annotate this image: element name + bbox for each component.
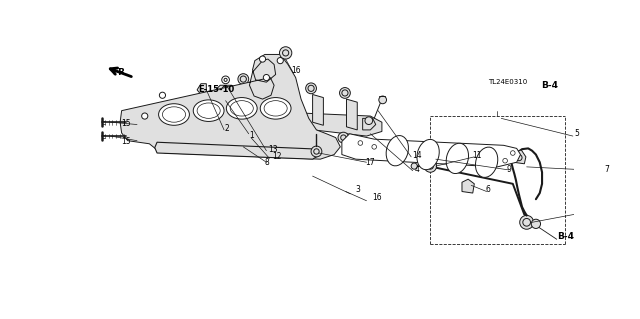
Circle shape (159, 92, 166, 98)
Text: 16: 16 (372, 193, 382, 202)
Polygon shape (342, 134, 520, 167)
Circle shape (277, 57, 284, 64)
Circle shape (520, 215, 534, 229)
Circle shape (272, 78, 283, 89)
Circle shape (280, 47, 292, 59)
Text: 6: 6 (486, 185, 491, 195)
Ellipse shape (260, 98, 291, 119)
Polygon shape (232, 103, 382, 136)
Circle shape (263, 74, 269, 81)
Text: 15: 15 (122, 119, 131, 128)
Ellipse shape (227, 98, 257, 119)
Circle shape (259, 56, 266, 62)
Text: B-4: B-4 (541, 81, 558, 90)
Polygon shape (312, 94, 323, 125)
Circle shape (503, 159, 508, 163)
Text: 15: 15 (122, 137, 131, 146)
Text: 7: 7 (604, 166, 609, 174)
Circle shape (424, 160, 436, 172)
Text: B-4: B-4 (557, 232, 573, 241)
Text: 5: 5 (575, 129, 579, 138)
Circle shape (379, 96, 387, 104)
Text: 16: 16 (291, 66, 301, 75)
Text: 12: 12 (273, 152, 282, 161)
Circle shape (238, 74, 249, 85)
Text: 14: 14 (413, 151, 422, 160)
Ellipse shape (446, 143, 468, 174)
Polygon shape (212, 85, 236, 115)
Text: 9: 9 (507, 166, 511, 174)
Text: TL24E0310: TL24E0310 (488, 79, 527, 85)
Circle shape (338, 132, 349, 143)
Circle shape (365, 117, 372, 124)
Text: 4: 4 (414, 166, 419, 174)
Text: E-15-10: E-15-10 (198, 85, 235, 94)
Polygon shape (513, 150, 526, 164)
Polygon shape (363, 118, 376, 130)
Text: FR.: FR. (113, 68, 129, 77)
Circle shape (306, 83, 316, 94)
Polygon shape (197, 84, 206, 94)
Polygon shape (462, 179, 474, 193)
Circle shape (411, 163, 417, 169)
Ellipse shape (476, 147, 498, 177)
Text: 2: 2 (224, 124, 229, 133)
Text: 8: 8 (265, 158, 269, 167)
Circle shape (340, 87, 350, 98)
Circle shape (314, 149, 319, 154)
Text: 13: 13 (268, 145, 278, 154)
Circle shape (358, 141, 363, 145)
Circle shape (372, 145, 376, 149)
Circle shape (511, 151, 515, 155)
Polygon shape (296, 131, 312, 144)
Polygon shape (120, 55, 340, 159)
Ellipse shape (386, 136, 408, 166)
Text: 1: 1 (250, 131, 254, 140)
Polygon shape (346, 99, 357, 130)
Polygon shape (279, 90, 289, 121)
Text: 11: 11 (472, 151, 481, 160)
Ellipse shape (159, 104, 189, 125)
Polygon shape (155, 142, 320, 159)
Circle shape (283, 50, 289, 56)
Ellipse shape (417, 139, 439, 170)
Text: 3: 3 (356, 185, 360, 195)
Circle shape (221, 86, 230, 94)
Circle shape (531, 219, 541, 228)
Circle shape (340, 135, 346, 140)
Ellipse shape (193, 100, 224, 122)
Polygon shape (245, 85, 255, 115)
Circle shape (141, 113, 148, 119)
Text: 17: 17 (365, 158, 374, 167)
Circle shape (311, 146, 322, 157)
